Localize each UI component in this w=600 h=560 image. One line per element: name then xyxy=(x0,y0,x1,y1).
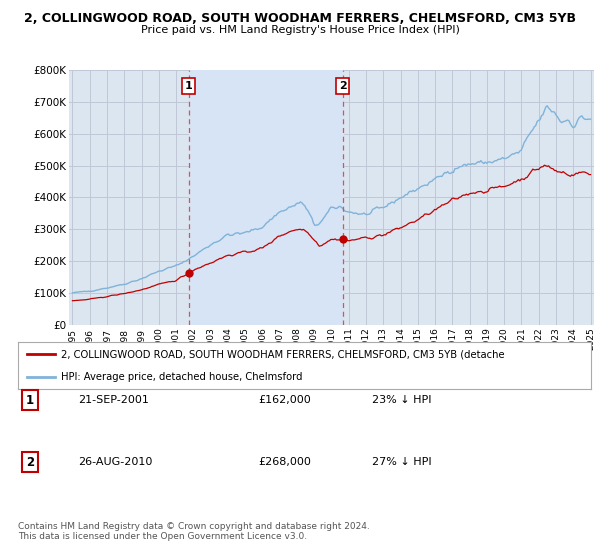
Text: 2: 2 xyxy=(26,455,34,469)
Text: 2, COLLINGWOOD ROAD, SOUTH WOODHAM FERRERS, CHELMSFORD, CM3 5YB (detache: 2, COLLINGWOOD ROAD, SOUTH WOODHAM FERRE… xyxy=(61,349,505,360)
Text: 23% ↓ HPI: 23% ↓ HPI xyxy=(372,395,431,405)
Bar xyxy=(188,70,343,325)
Text: Price paid vs. HM Land Registry's House Price Index (HPI): Price paid vs. HM Land Registry's House … xyxy=(140,25,460,35)
Text: 1: 1 xyxy=(185,81,193,91)
Text: £268,000: £268,000 xyxy=(258,457,311,467)
Text: 26-AUG-2010: 26-AUG-2010 xyxy=(78,457,152,467)
Text: 27% ↓ HPI: 27% ↓ HPI xyxy=(372,457,431,467)
Text: 1: 1 xyxy=(26,394,34,407)
Text: 2: 2 xyxy=(339,81,347,91)
Text: HPI: Average price, detached house, Chelmsford: HPI: Average price, detached house, Chel… xyxy=(61,372,302,382)
Text: £162,000: £162,000 xyxy=(258,395,311,405)
Text: Contains HM Land Registry data © Crown copyright and database right 2024.
This d: Contains HM Land Registry data © Crown c… xyxy=(18,522,370,542)
Text: 21-SEP-2001: 21-SEP-2001 xyxy=(78,395,149,405)
Text: 2, COLLINGWOOD ROAD, SOUTH WOODHAM FERRERS, CHELMSFORD, CM3 5YB: 2, COLLINGWOOD ROAD, SOUTH WOODHAM FERRE… xyxy=(24,12,576,25)
